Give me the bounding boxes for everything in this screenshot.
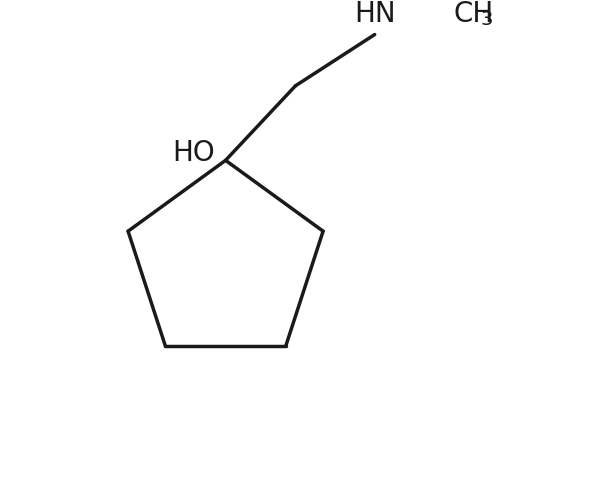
Text: HN: HN xyxy=(354,0,396,28)
Text: HO: HO xyxy=(172,139,214,167)
Text: CH: CH xyxy=(454,0,494,28)
Text: 3: 3 xyxy=(480,10,492,29)
